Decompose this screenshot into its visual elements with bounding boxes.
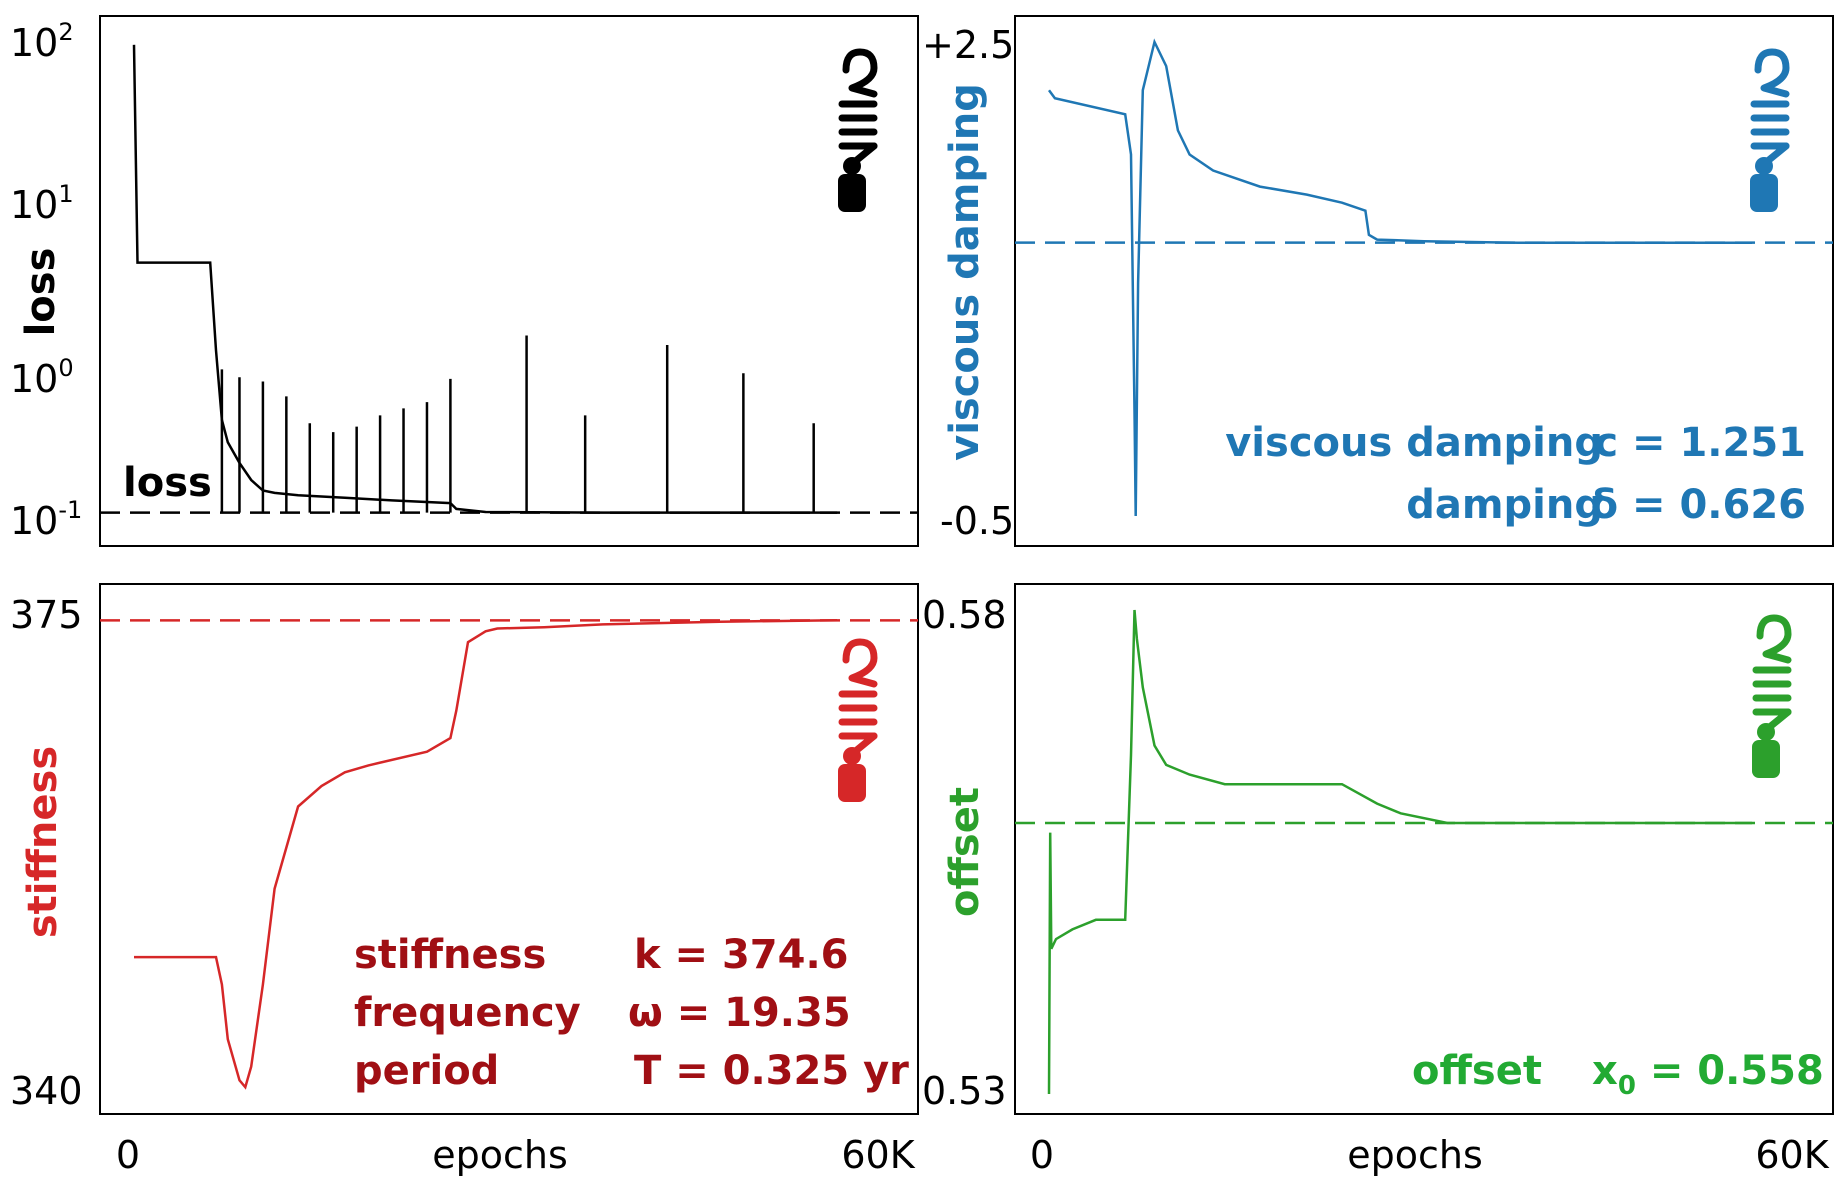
loss-ytick-minus1: 10-1: [10, 496, 82, 543]
offset-panel: 0.58 0.53 offset offset x0 = 0.558 0 epo…: [922, 583, 1834, 1177]
stiffness-ylabel: stiffness: [20, 746, 66, 938]
loss-ytick-1: 101: [10, 180, 74, 227]
stiffness-panel: 375 340 stiffness stiffness k = 374.6 fr…: [10, 583, 919, 1177]
damping-panel: +2.5 -0.5 viscous damping viscous dampin…: [922, 15, 1834, 547]
offset-ylabel: offset: [942, 787, 988, 917]
stiffness-ann-2-label: frequency: [354, 990, 581, 1036]
loss-ytick-0: 100: [10, 354, 74, 401]
damping-ylabel: viscous damping: [942, 83, 988, 461]
spring-mass-icon: [838, 642, 874, 802]
offset-xtick-60k: 60K: [1755, 1133, 1829, 1177]
stiffness-ytick-top: 375: [10, 593, 83, 637]
offset-ann-label: offset: [1412, 1048, 1542, 1094]
loss-ylabel: loss: [18, 248, 64, 337]
loss-spikes: [220, 335, 815, 513]
spring-mass-icon: [1750, 52, 1786, 212]
damping-ann-2-value: δ = 0.626: [1591, 482, 1806, 528]
stiffness-ann-1-label: stiffness: [354, 932, 546, 978]
loss-annotation: loss: [123, 460, 212, 506]
offset-ytick-top: 0.58: [922, 593, 1007, 637]
stiffness-ann-3-label: period: [354, 1048, 499, 1094]
offset-ann-value: x0 = 0.558: [1592, 1048, 1824, 1101]
stiffness-ytick-bottom: 340: [10, 1069, 83, 1113]
spring-mass-icon: [1752, 618, 1788, 778]
damping-series-line: [1047, 38, 1753, 517]
damping-ann-1-label: viscous damping: [1225, 420, 1603, 466]
stiffness-ann-1-value: k = 374.6: [634, 932, 849, 978]
offset-xlabel: epochs: [1347, 1133, 1483, 1177]
spring-mass-icon: [838, 52, 874, 212]
stiffness-ann-2-value: ω = 19.35: [628, 990, 851, 1036]
damping-ytick-top: +2.5: [922, 23, 1014, 67]
stiffness-series-line: [134, 619, 838, 1090]
stiffness-xlabel: epochs: [432, 1133, 568, 1177]
loss-ytick-2: 102: [10, 18, 74, 65]
offset-frame: [1014, 583, 1834, 1115]
offset-xtick-0: 0: [1030, 1133, 1054, 1177]
stiffness-xtick-60k: 60K: [841, 1133, 915, 1177]
damping-ann-1-value: c = 1.251: [1594, 420, 1806, 466]
damping-ytick-bottom: -0.5: [940, 499, 1014, 543]
damping-frame: [1014, 15, 1834, 547]
stiffness-ann-3-value: T = 0.325 yr: [634, 1048, 909, 1094]
loss-panel: 102 101 100 10-1 loss loss: [10, 15, 919, 547]
stiffness-xtick-0: 0: [116, 1133, 140, 1177]
loss-series-line: [132, 44, 838, 514]
offset-series-line: [1047, 609, 1753, 1095]
stiffness-frame: [99, 583, 919, 1115]
damping-ann-2-label: damping: [1406, 482, 1603, 528]
offset-ytick-bottom: 0.53: [922, 1069, 1007, 1113]
loss-frame: [99, 15, 919, 547]
